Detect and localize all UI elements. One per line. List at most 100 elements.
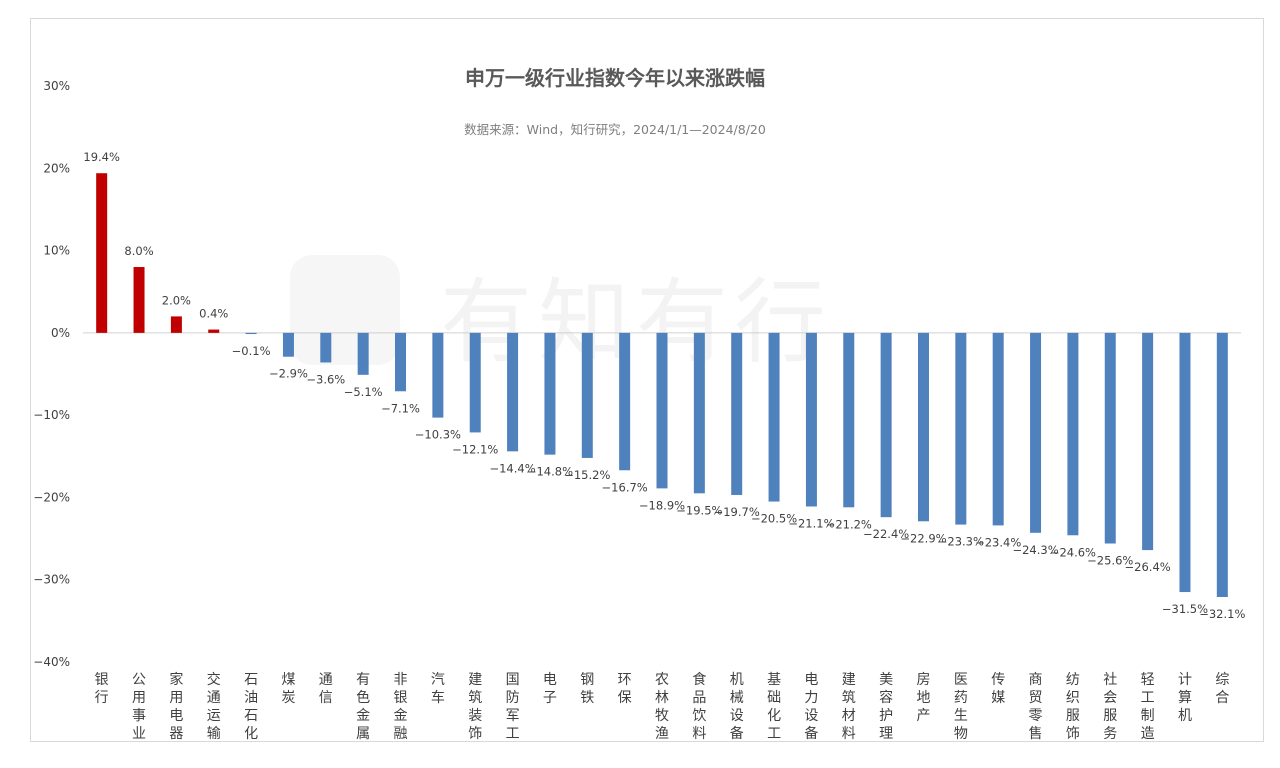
category-label: 商贸零售 (1029, 672, 1043, 742)
y-tick-label: 30% (43, 79, 70, 93)
data-label: −24.6% (1050, 545, 1096, 559)
data-label: −23.4% (975, 535, 1021, 549)
data-label: −22.9% (900, 531, 946, 545)
category-label: 电力设备 (804, 672, 818, 742)
y-tick-label: −10% (33, 408, 70, 422)
data-label: −0.1% (232, 344, 271, 358)
bar (395, 332, 407, 392)
bar (469, 332, 481, 433)
category-label: 交通运输 (207, 671, 221, 742)
bar (768, 332, 780, 502)
data-label: 0.4% (199, 307, 228, 321)
bar (245, 332, 257, 335)
bar (843, 332, 855, 508)
data-label: −3.6% (306, 372, 345, 386)
chart-subtitle: 数据来源：Wind，知行研究，2024/1/1—2024/8/20 (464, 122, 766, 137)
category-label: 通信 (319, 672, 333, 706)
category-label: 计算机 (1178, 672, 1192, 724)
bar (170, 316, 182, 333)
bar (731, 332, 743, 495)
bar (693, 332, 705, 494)
data-label: −21.2% (826, 517, 872, 531)
bar (432, 332, 444, 418)
category-label: 基础化工 (767, 671, 781, 742)
data-label: −2.9% (269, 367, 308, 381)
category-label: 房地产 (916, 672, 930, 724)
bar (581, 332, 593, 458)
category-label: 纺织服饰 (1066, 672, 1080, 742)
category-label: 煤炭 (281, 672, 295, 706)
category-label: 汽车 (431, 672, 445, 706)
category-label: 石油石化 (244, 672, 258, 742)
bar (1216, 332, 1228, 597)
y-tick-label: 10% (43, 244, 70, 258)
data-label: −15.2% (564, 468, 610, 482)
data-label: −22.4% (863, 527, 909, 541)
category-label: 轻工制造 (1141, 672, 1155, 742)
category-label: 美容护理 (879, 672, 893, 742)
data-label: 19.4% (83, 150, 120, 164)
category-label: 非银金融 (394, 672, 408, 742)
data-label: −10.3% (415, 428, 461, 442)
data-label: −16.7% (602, 480, 648, 494)
data-label: −21.1% (788, 516, 834, 530)
bar (619, 332, 631, 471)
chart-frame (30, 18, 1264, 742)
bar (805, 332, 817, 507)
data-label: 8.0% (124, 244, 153, 258)
y-tick-label: 20% (43, 161, 70, 175)
data-label: −20.5% (751, 512, 797, 526)
data-label: 2.0% (162, 293, 191, 307)
y-tick-label: −30% (33, 573, 70, 587)
data-label: −31.5% (1162, 602, 1208, 616)
bar (1104, 332, 1116, 544)
bar (96, 173, 108, 333)
category-label: 传媒 (991, 672, 1005, 706)
category-label: 家用电器 (169, 671, 183, 742)
data-label: −14.8% (527, 465, 573, 479)
data-label: −25.6% (1087, 554, 1133, 568)
bar (1142, 332, 1154, 551)
data-label: −24.3% (1012, 543, 1058, 557)
category-label: 社会服务 (1103, 672, 1117, 742)
category-label: 公用事业 (132, 672, 146, 742)
bar (992, 332, 1004, 526)
bar (133, 267, 145, 333)
bar (955, 332, 967, 525)
y-tick-label: −20% (33, 490, 70, 504)
category-label: 机械设备 (730, 672, 744, 742)
data-label: −14.4% (489, 461, 535, 475)
y-tick-label: 0% (51, 326, 70, 340)
category-label: 环保 (618, 672, 632, 706)
data-label: −26.4% (1125, 560, 1171, 574)
bar (544, 332, 556, 455)
bar (357, 332, 369, 375)
category-label: 食品饮料 (692, 671, 706, 742)
category-label: 国防军工 (506, 672, 520, 742)
data-label: −23.3% (938, 535, 984, 549)
data-label: −7.1% (381, 401, 420, 415)
bar (656, 332, 668, 489)
bar (1179, 332, 1191, 593)
data-label: −32.1% (1199, 607, 1245, 621)
data-label: −19.7% (714, 505, 760, 519)
category-label: 银行 (95, 672, 109, 706)
category-label: 建筑材料 (842, 672, 856, 742)
category-label: 建筑装饰 (468, 672, 482, 742)
bar (1067, 332, 1079, 536)
bar (1030, 332, 1042, 533)
bar (208, 329, 220, 333)
data-label: −5.1% (344, 385, 383, 399)
category-label: 农林牧渔 (655, 672, 669, 742)
data-label: −18.9% (639, 498, 685, 512)
bar (507, 332, 519, 452)
category-label: 有色金属 (356, 672, 370, 742)
chart-title: 申万一级行业指数今年以来涨跌幅 (465, 66, 765, 90)
watermark-text: 有知有行 (440, 248, 832, 381)
y-tick-label: −40% (33, 655, 70, 669)
category-label: 医药生物 (954, 672, 968, 742)
category-label: 钢铁 (580, 672, 594, 706)
category-label: 综合 (1215, 672, 1229, 706)
bar (917, 332, 929, 522)
